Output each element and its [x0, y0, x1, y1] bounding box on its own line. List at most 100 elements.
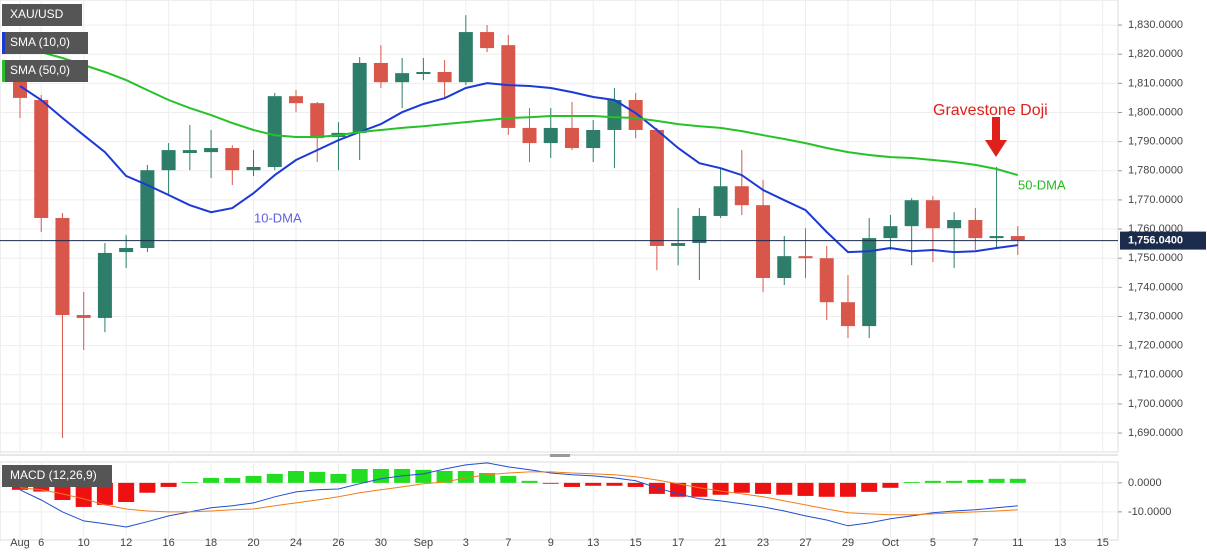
candle-body: [310, 103, 325, 139]
x-tick-label: 30: [375, 537, 387, 549]
legend: XAU/USD SMA (10,0) SMA (50,0) MACD (12,2…: [2, 4, 112, 487]
legend-swatch: [2, 60, 5, 82]
candle-body: [862, 238, 877, 327]
y-tick-label: 1,740.0000: [1128, 281, 1183, 293]
x-tick-label: Sep: [414, 537, 434, 549]
x-tick-label: 13: [1054, 537, 1066, 549]
histogram-bar: [903, 482, 920, 483]
candle-body: [522, 127, 537, 144]
histogram-bar: [436, 470, 453, 483]
price-label: 1,756.0400: [1128, 235, 1183, 247]
histogram-bar: [287, 470, 304, 483]
histogram-bar: [797, 482, 814, 496]
arrow-head: [985, 140, 1007, 157]
histogram-bar: [500, 475, 517, 483]
x-tick-label: 17: [672, 537, 684, 549]
candle-body: [76, 315, 91, 318]
histogram-bar: [882, 482, 899, 488]
histogram-bar: [627, 482, 644, 487]
histogram-bar: [542, 482, 559, 484]
x-tick-label: 20: [247, 537, 259, 549]
annotation: 10-DMA: [254, 210, 302, 225]
candle-body: [458, 32, 473, 83]
histogram-bar: [606, 482, 623, 486]
candle-body: [246, 166, 261, 171]
x-tick-label: 3: [463, 537, 469, 549]
histogram-bar: [818, 482, 835, 497]
x-tick-label: 18: [205, 537, 217, 549]
x-tick-label: 6: [38, 537, 44, 549]
x-tick-label: 15: [1097, 537, 1109, 549]
histogram-bar: [712, 482, 729, 495]
x-tick-label: 26: [332, 537, 344, 549]
histogram-bar: [224, 477, 241, 483]
legend-box[interactable]: [2, 32, 88, 54]
legend-box[interactable]: [2, 4, 82, 26]
histogram-bar: [479, 473, 496, 483]
candle-body: [34, 99, 49, 218]
histogram-bar: [691, 482, 708, 497]
candle-body: [713, 186, 728, 216]
y-tick-label: 1,720.0000: [1128, 340, 1183, 352]
x-tick-label: 15: [630, 537, 642, 549]
y-tick-label: 1,830.0000: [1128, 19, 1183, 31]
candle-body: [140, 170, 155, 249]
histogram-bar: [648, 482, 665, 494]
x-tick-label: 29: [842, 537, 854, 549]
price-tag: [1120, 231, 1206, 250]
y-tick-label: 1,710.0000: [1128, 369, 1183, 381]
y-tick-label: 1,690.0000: [1128, 427, 1183, 439]
histogram-bar: [563, 482, 580, 487]
candle-body: [437, 71, 452, 83]
x-tick-label: 7: [505, 537, 511, 549]
x-tick-label: Aug: [10, 537, 30, 549]
legend-box[interactable]: [2, 465, 112, 487]
histogram-bar: [181, 482, 198, 483]
histogram-bar: [585, 482, 602, 486]
candle-body: [543, 127, 558, 144]
x-tick-label: 12: [120, 537, 132, 549]
y-tick-label: 1,790.0000: [1128, 136, 1183, 148]
y-tick-label: 1,770.0000: [1128, 194, 1183, 206]
candle-body: [586, 129, 601, 149]
candle-body: [840, 302, 855, 327]
candle-body: [416, 71, 431, 75]
y-tick-label: 1,810.0000: [1128, 77, 1183, 89]
histogram-bar: [96, 482, 113, 505]
x-tick-label: Oct: [882, 537, 899, 549]
arrow-shaft: [992, 117, 1000, 141]
candle-body: [628, 99, 643, 130]
histogram-bar: [351, 468, 368, 483]
candle-body: [819, 258, 834, 303]
y-tick-label: -10.0000: [1128, 506, 1171, 518]
candle-body: [1010, 236, 1025, 241]
histogram-bar: [54, 482, 71, 500]
y-tick-label: 1,780.0000: [1128, 165, 1183, 177]
x-tick-label: 11: [1012, 537, 1023, 549]
line-series: [19, 82, 1018, 254]
x-tick-label: 16: [162, 537, 174, 549]
resize-handle[interactable]: [550, 454, 570, 457]
candle-body: [734, 186, 749, 206]
macd-panel: [0, 461, 1119, 541]
candle-body: [204, 148, 219, 153]
line-series: [19, 44, 1019, 177]
x-tick-label: 9: [548, 537, 554, 549]
legend-box[interactable]: [2, 60, 88, 82]
candle-body: [798, 256, 813, 259]
candle-body: [671, 243, 686, 246]
histogram-bar: [776, 482, 793, 495]
candle-body: [947, 220, 962, 229]
candle-body: [119, 248, 134, 253]
candle-body: [97, 252, 112, 318]
x-tick-label: 24: [290, 537, 302, 549]
histogram-bar: [415, 469, 432, 483]
macd-title: MACD (12,26,9): [10, 468, 97, 482]
histogram-bar: [839, 482, 856, 497]
candle-body: [182, 150, 197, 153]
candle-body: [352, 62, 367, 133]
candle-body: [883, 226, 898, 239]
annotation: Gravestone Doji: [933, 102, 1048, 119]
candle-body: [564, 127, 579, 149]
